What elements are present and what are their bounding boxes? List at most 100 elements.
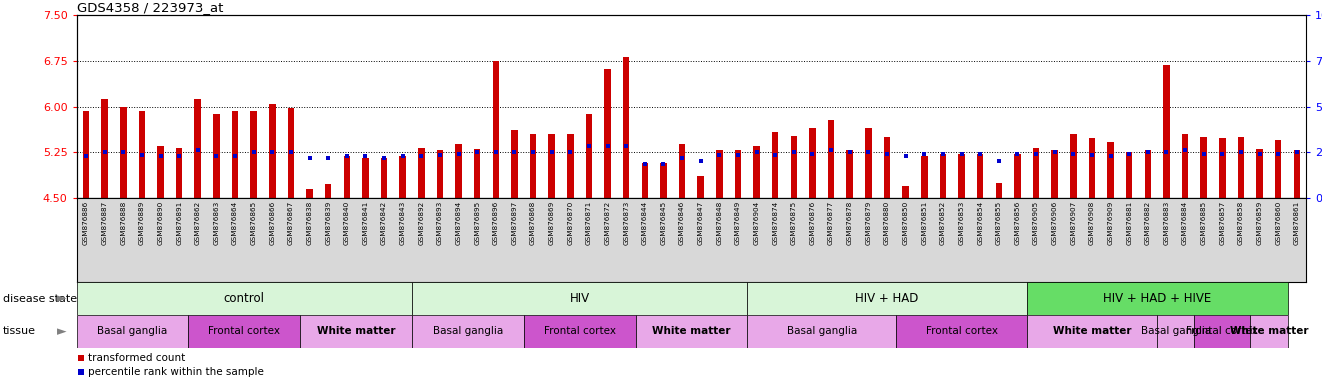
Bar bbox=[995, 182, 1002, 198]
Text: GSM876907: GSM876907 bbox=[1071, 200, 1076, 245]
Text: GSM876862: GSM876862 bbox=[194, 200, 201, 245]
Text: GSM876897: GSM876897 bbox=[512, 200, 517, 245]
Bar bbox=[381, 158, 387, 198]
Text: GSM876879: GSM876879 bbox=[866, 200, 871, 245]
Text: HIV + HAD + HIVE: HIV + HAD + HIVE bbox=[1103, 292, 1211, 305]
Bar bbox=[524, 315, 636, 348]
Bar bbox=[1088, 138, 1095, 198]
Bar bbox=[1274, 140, 1281, 198]
Text: GSM876896: GSM876896 bbox=[493, 200, 498, 245]
Text: White matter: White matter bbox=[1229, 326, 1309, 336]
Bar bbox=[1293, 150, 1300, 198]
Text: Basal ganglia: Basal ganglia bbox=[787, 326, 857, 336]
Text: White matter: White matter bbox=[652, 326, 731, 336]
Text: GSM876872: GSM876872 bbox=[604, 200, 611, 245]
Text: GSM876859: GSM876859 bbox=[1257, 200, 1263, 245]
Text: White matter: White matter bbox=[1052, 326, 1132, 336]
Bar bbox=[512, 130, 518, 198]
Bar bbox=[399, 156, 406, 198]
Text: GSM876871: GSM876871 bbox=[586, 200, 592, 245]
Text: GSM876881: GSM876881 bbox=[1126, 200, 1132, 245]
Bar bbox=[977, 154, 984, 198]
Bar bbox=[903, 185, 910, 198]
Text: GSM876863: GSM876863 bbox=[213, 200, 219, 245]
Text: GSM876906: GSM876906 bbox=[1052, 200, 1058, 245]
Bar bbox=[1219, 138, 1225, 198]
Bar bbox=[735, 150, 742, 198]
Text: GSM876840: GSM876840 bbox=[344, 200, 350, 245]
Text: GSM876838: GSM876838 bbox=[307, 200, 312, 245]
Text: GSM876858: GSM876858 bbox=[1237, 200, 1244, 245]
Bar bbox=[1251, 315, 1288, 348]
Bar bbox=[754, 146, 760, 198]
Bar bbox=[791, 136, 797, 198]
Text: Frontal cortex: Frontal cortex bbox=[543, 326, 616, 336]
Bar bbox=[455, 144, 461, 198]
Bar bbox=[83, 111, 90, 198]
Text: percentile rank within the sample: percentile rank within the sample bbox=[89, 367, 264, 377]
Text: GSM876842: GSM876842 bbox=[381, 200, 387, 245]
Bar bbox=[883, 137, 890, 198]
Bar bbox=[288, 108, 295, 198]
Bar bbox=[102, 99, 108, 198]
Bar bbox=[809, 128, 816, 198]
Bar bbox=[1237, 137, 1244, 198]
Bar bbox=[660, 163, 666, 198]
Text: GSM876892: GSM876892 bbox=[418, 200, 424, 245]
Text: GSM876860: GSM876860 bbox=[1276, 200, 1281, 245]
Bar bbox=[157, 146, 164, 198]
Bar bbox=[362, 158, 369, 198]
Text: GSM876867: GSM876867 bbox=[288, 200, 293, 245]
Bar bbox=[473, 149, 480, 198]
Text: GSM876885: GSM876885 bbox=[1200, 200, 1207, 245]
Bar bbox=[623, 57, 629, 198]
Text: GSM876891: GSM876891 bbox=[176, 200, 182, 245]
Text: GSM876855: GSM876855 bbox=[995, 200, 1002, 245]
Text: GSM876847: GSM876847 bbox=[698, 200, 703, 245]
Text: GSM876844: GSM876844 bbox=[642, 200, 648, 245]
Text: GSM876887: GSM876887 bbox=[102, 200, 107, 245]
Text: GSM876869: GSM876869 bbox=[549, 200, 555, 245]
Text: GSM876905: GSM876905 bbox=[1032, 200, 1039, 245]
Text: Basal ganglia: Basal ganglia bbox=[432, 326, 502, 336]
Bar bbox=[641, 163, 648, 198]
Bar bbox=[412, 282, 747, 315]
Text: GSM876845: GSM876845 bbox=[661, 200, 666, 245]
Bar bbox=[940, 154, 947, 198]
Text: GSM876870: GSM876870 bbox=[567, 200, 574, 245]
Bar bbox=[678, 144, 685, 198]
Bar bbox=[1256, 149, 1263, 198]
Text: HIV + HAD: HIV + HAD bbox=[855, 292, 919, 305]
Bar bbox=[530, 134, 537, 198]
Text: GSM876895: GSM876895 bbox=[475, 200, 480, 245]
Text: ►: ► bbox=[57, 325, 66, 338]
Text: GDS4358 / 223973_at: GDS4358 / 223973_at bbox=[77, 1, 223, 14]
Text: GSM876864: GSM876864 bbox=[233, 200, 238, 245]
Text: GSM876850: GSM876850 bbox=[903, 200, 908, 245]
Text: GSM876849: GSM876849 bbox=[735, 200, 740, 245]
Text: GSM876866: GSM876866 bbox=[270, 200, 275, 245]
Text: Frontal cortex: Frontal cortex bbox=[1186, 326, 1259, 336]
Text: Frontal cortex: Frontal cortex bbox=[925, 326, 998, 336]
Text: GSM876851: GSM876851 bbox=[921, 200, 927, 245]
Text: GSM876888: GSM876888 bbox=[120, 200, 126, 245]
Bar bbox=[418, 148, 424, 198]
Text: GSM876868: GSM876868 bbox=[530, 200, 535, 245]
Bar bbox=[958, 154, 965, 198]
Bar bbox=[300, 315, 412, 348]
Text: GSM876874: GSM876874 bbox=[772, 200, 779, 245]
Bar bbox=[436, 150, 443, 198]
Bar bbox=[846, 150, 853, 198]
Bar bbox=[1157, 315, 1194, 348]
Text: GSM876846: GSM876846 bbox=[680, 200, 685, 245]
Bar bbox=[1200, 137, 1207, 198]
Text: GSM876886: GSM876886 bbox=[83, 200, 89, 245]
Text: GSM876856: GSM876856 bbox=[1014, 200, 1021, 245]
Text: GSM876880: GSM876880 bbox=[884, 200, 890, 245]
Text: GSM876841: GSM876841 bbox=[362, 200, 369, 245]
Bar bbox=[1163, 65, 1170, 198]
Text: GSM876889: GSM876889 bbox=[139, 200, 145, 245]
Bar bbox=[344, 156, 350, 198]
Bar bbox=[1032, 148, 1039, 198]
Text: White matter: White matter bbox=[317, 326, 395, 336]
